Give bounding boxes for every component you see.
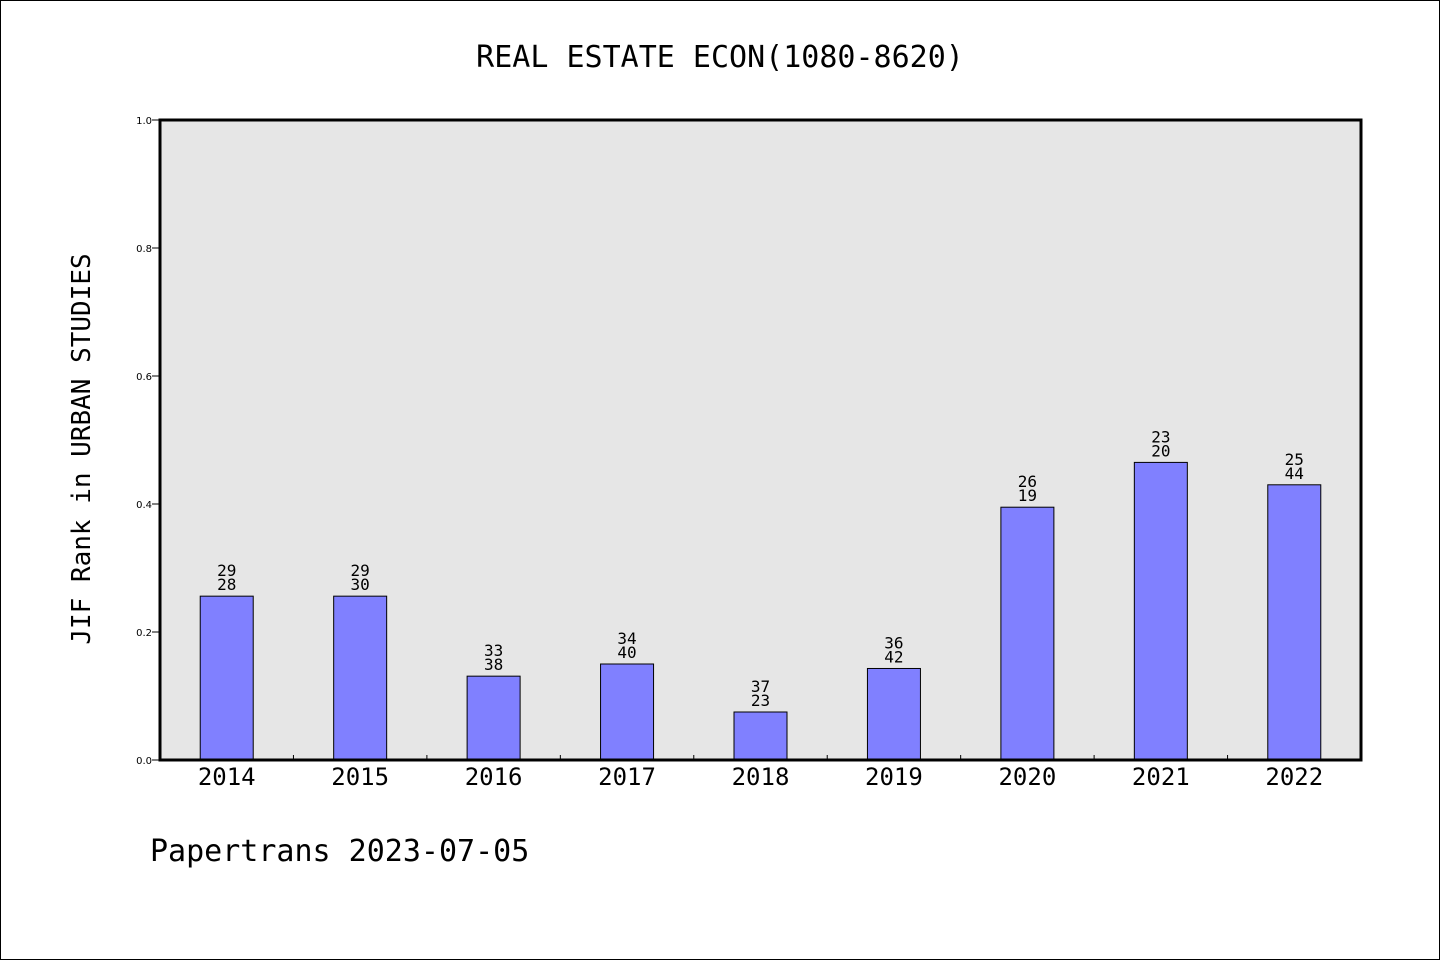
- bar-label-top: 36: [884, 633, 903, 652]
- bar-label-bottom: 19: [1018, 486, 1037, 505]
- x-tick-label: 2017: [598, 763, 656, 791]
- x-tick-label: 2019: [865, 763, 923, 791]
- bar-label-top: 37: [751, 677, 770, 696]
- bar-label-bottom: 38: [484, 655, 503, 674]
- y-tick-label: 0.8: [136, 244, 152, 255]
- bar: [1133, 461, 1188, 761]
- x-tick-label: 2020: [998, 763, 1056, 791]
- bar: [733, 711, 788, 761]
- x-tick-label: 2022: [1265, 763, 1323, 791]
- bar-label-top: 23: [1151, 427, 1170, 446]
- bar-label-bottom: 20: [1151, 441, 1170, 460]
- plot-border: [158, 118, 1363, 762]
- bar-label-top: 29: [217, 561, 236, 580]
- bar-label-top: 34: [617, 629, 636, 648]
- y-tick-label: 0.6: [136, 372, 152, 383]
- bar-label-bottom: 30: [351, 575, 370, 594]
- bar: [1000, 506, 1055, 761]
- bar-label-bottom: 42: [884, 647, 903, 666]
- bar-label-bottom: 40: [617, 643, 636, 662]
- x-tick-label: 2015: [331, 763, 389, 791]
- bar-label-bottom: 23: [751, 691, 770, 710]
- bar-label-top: 33: [484, 641, 503, 660]
- bar-label-bottom: 44: [1285, 464, 1304, 483]
- bar-label-bottom: 28: [217, 575, 236, 594]
- x-tick-label: 2014: [198, 763, 256, 791]
- y-tick-label: 0.0: [136, 756, 152, 767]
- y-tick-label: 0.2: [136, 628, 152, 639]
- bar: [1267, 484, 1322, 761]
- footer-source-date: Papertrans 2023-07-05: [150, 834, 530, 869]
- bar-label-top: 26: [1018, 472, 1037, 491]
- y-tick-label: 1.0: [136, 116, 152, 127]
- y-axis-label: JIF Rank in URBAN STUDIES: [67, 253, 97, 644]
- bar: [600, 663, 655, 761]
- bar: [199, 595, 254, 761]
- bar: [333, 595, 388, 761]
- bar-label-top: 29: [351, 561, 370, 580]
- x-tick-label: 2021: [1132, 763, 1190, 791]
- bar: [466, 675, 521, 761]
- chart-title: REAL ESTATE ECON(1080-8620): [476, 40, 964, 75]
- x-tick-label: 2018: [732, 763, 790, 791]
- bar: [866, 667, 921, 761]
- x-tick-label: 2016: [465, 763, 523, 791]
- y-tick-label: 0.4: [136, 500, 152, 511]
- bar-label-top: 25: [1285, 450, 1304, 469]
